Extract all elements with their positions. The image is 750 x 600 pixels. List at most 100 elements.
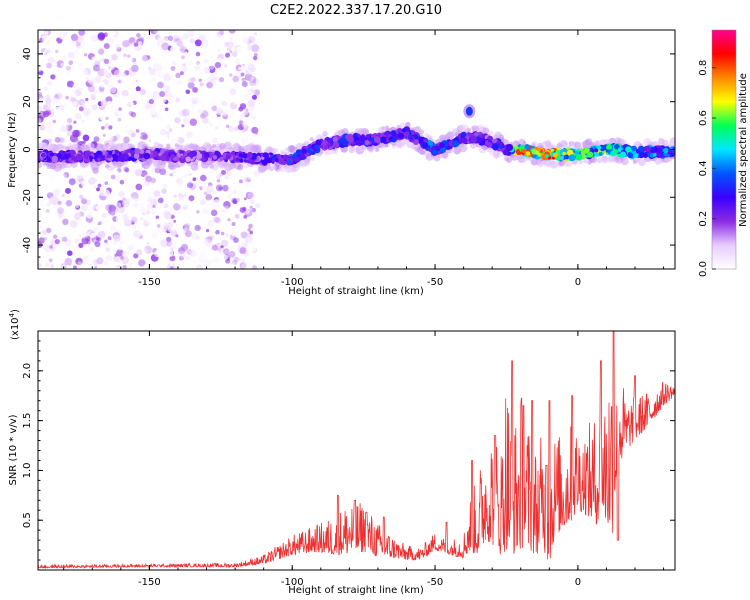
spectral-noise-blob bbox=[159, 168, 167, 176]
spectral-noise-blob bbox=[193, 180, 200, 187]
spectral-noise-blob bbox=[140, 192, 146, 198]
spectral-noise-blob bbox=[173, 194, 177, 198]
spectral-noise-blob bbox=[67, 250, 73, 256]
spectral-noise-blob bbox=[73, 212, 82, 220]
spectral-noise-blob bbox=[38, 118, 42, 124]
spectral-noise-blob bbox=[181, 196, 189, 204]
spectral-noise-blob bbox=[189, 118, 197, 126]
spectral-noise-blob bbox=[194, 39, 202, 47]
spectral-noise-blob bbox=[72, 101, 78, 107]
ridge-halo bbox=[284, 147, 289, 152]
spectral-noise-blob bbox=[188, 195, 195, 202]
spectral-noise-blob bbox=[121, 72, 127, 77]
ridge-halo bbox=[105, 163, 110, 169]
spectral-noise-blob bbox=[130, 207, 138, 215]
spectral-noise-blob bbox=[148, 98, 154, 105]
spectral-noise-blob bbox=[83, 173, 91, 181]
spectral-noise-blob bbox=[238, 75, 242, 79]
spectral-noise-blob bbox=[118, 190, 125, 198]
spectral-noise-blob bbox=[145, 91, 154, 99]
spectral-noise-blob bbox=[100, 82, 105, 88]
colorbar-gradient bbox=[712, 30, 736, 269]
spectral-noise-blob bbox=[149, 107, 157, 115]
spectral-noise-blob bbox=[247, 63, 255, 71]
spectral-noise-blob bbox=[251, 44, 260, 53]
spectral-noise-blob bbox=[162, 183, 168, 189]
x-tick-label: -100 bbox=[281, 277, 304, 288]
spectral-noise-blob bbox=[129, 262, 134, 267]
spectral-noise-blob bbox=[43, 237, 47, 241]
spectral-noise-blob bbox=[116, 51, 121, 56]
spectral-noise-blob bbox=[117, 79, 122, 84]
spectral-noise-blob bbox=[46, 215, 53, 222]
spectral-noise-blob bbox=[94, 60, 101, 67]
ridge-blob bbox=[580, 150, 586, 156]
spectral-noise-blob bbox=[182, 200, 187, 205]
spectral-noise-blob bbox=[198, 256, 206, 264]
spectral-noise-blob bbox=[65, 187, 71, 194]
spectral-noise-blob bbox=[176, 177, 183, 185]
ridge-halo bbox=[54, 143, 64, 153]
spectral-noise-blob bbox=[164, 107, 169, 112]
spectral-noise-blob bbox=[154, 63, 163, 72]
spectral-noise-blob bbox=[229, 88, 237, 96]
spectral-noise-blob bbox=[219, 30, 225, 36]
spectral-noise-blob bbox=[221, 170, 226, 175]
spectral-noise-blob bbox=[231, 98, 236, 103]
spectral-noise-blob bbox=[94, 75, 102, 84]
spectral-noise-blob bbox=[97, 183, 102, 188]
spectral-noise-blob bbox=[150, 231, 158, 239]
spectral-noise-blob bbox=[182, 66, 188, 72]
y-tick-label: 20 bbox=[22, 95, 33, 108]
spectral-noise-blob bbox=[50, 74, 56, 80]
spectral-noise-blob bbox=[38, 115, 44, 123]
spectral-noise-blob bbox=[147, 60, 155, 68]
spectral-noise-blob bbox=[84, 199, 91, 206]
spectral-noise-blob bbox=[238, 120, 243, 124]
ridge-blob bbox=[452, 140, 460, 148]
spectral-noise-blob bbox=[48, 120, 56, 128]
spectral-noise-blob bbox=[198, 108, 204, 114]
ridge-halo bbox=[638, 158, 646, 166]
spectral-noise-blob bbox=[52, 115, 59, 121]
ridge-halo bbox=[482, 127, 490, 134]
spectral-noise-blob bbox=[247, 44, 253, 51]
spectral-noise-blob bbox=[255, 203, 261, 209]
spectral-noise-blob bbox=[240, 113, 245, 118]
spectral-noise-blob bbox=[63, 171, 70, 178]
spectral-noise-blob bbox=[107, 236, 112, 241]
spectral-noise-blob bbox=[167, 35, 174, 41]
ridge-blob bbox=[185, 156, 191, 162]
spectral-noise-blob bbox=[78, 179, 82, 183]
ridge-blob bbox=[62, 156, 66, 160]
spectral-noise-blob bbox=[57, 265, 63, 269]
spectral-noise-blob bbox=[214, 76, 219, 81]
spectral-noise-blob bbox=[39, 197, 43, 201]
spectral-noise-blob bbox=[108, 204, 117, 212]
spectral-noise-blob bbox=[95, 205, 102, 211]
spectral-noise-blob bbox=[55, 49, 59, 54]
spectral-noise-blob bbox=[66, 80, 75, 88]
spectral-noise-blob bbox=[242, 36, 249, 44]
spectral-noise-blob bbox=[136, 33, 141, 38]
spectral-noise-blob bbox=[183, 173, 189, 179]
spectral-noise-blob bbox=[48, 251, 53, 255]
spectral-noise-blob bbox=[176, 79, 183, 86]
ridge-blob bbox=[614, 144, 620, 150]
spectral-noise-blob bbox=[183, 184, 191, 192]
ridge-halo bbox=[284, 165, 293, 174]
spectral-noise-blob bbox=[248, 79, 257, 87]
spectral-noise-blob bbox=[221, 100, 227, 107]
spectral-noise-blob bbox=[180, 243, 189, 251]
spectral-noise-blob bbox=[50, 135, 56, 141]
spectral-noise-blob bbox=[90, 104, 95, 109]
spectral-noise-blob bbox=[167, 113, 172, 118]
ridge-halo bbox=[462, 124, 469, 131]
ridge-blob bbox=[492, 138, 497, 144]
spectral-noise-blob bbox=[42, 123, 51, 131]
spectral-noise-blob bbox=[119, 179, 125, 185]
spectral-noise-blob bbox=[74, 238, 80, 244]
spectrogram-y-axis-label: Frequency (Hz) bbox=[7, 112, 18, 188]
spectral-noise-blob bbox=[47, 42, 56, 50]
spectral-noise-blob bbox=[108, 125, 113, 130]
